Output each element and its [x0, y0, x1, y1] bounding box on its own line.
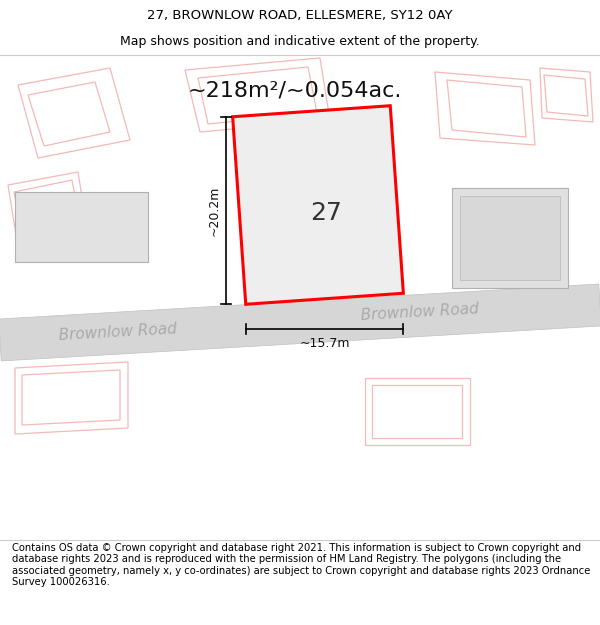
Text: Map shows position and indicative extent of the property.: Map shows position and indicative extent… — [120, 35, 480, 48]
Polygon shape — [452, 188, 568, 288]
Text: 27, BROWNLOW ROAD, ELLESMERE, SY12 0AY: 27, BROWNLOW ROAD, ELLESMERE, SY12 0AY — [147, 9, 453, 22]
Text: ~15.7m: ~15.7m — [299, 337, 350, 350]
Text: Brownlow Road: Brownlow Road — [361, 301, 479, 322]
Text: Brownlow Road: Brownlow Road — [59, 321, 178, 342]
Polygon shape — [0, 284, 600, 361]
Polygon shape — [233, 106, 403, 304]
Text: ~218m²/~0.054ac.: ~218m²/~0.054ac. — [188, 80, 402, 100]
Text: ~20.2m: ~20.2m — [207, 186, 220, 236]
Polygon shape — [15, 192, 148, 262]
Text: Contains OS data © Crown copyright and database right 2021. This information is : Contains OS data © Crown copyright and d… — [12, 542, 590, 588]
Polygon shape — [460, 196, 560, 280]
Text: 27: 27 — [310, 201, 342, 225]
